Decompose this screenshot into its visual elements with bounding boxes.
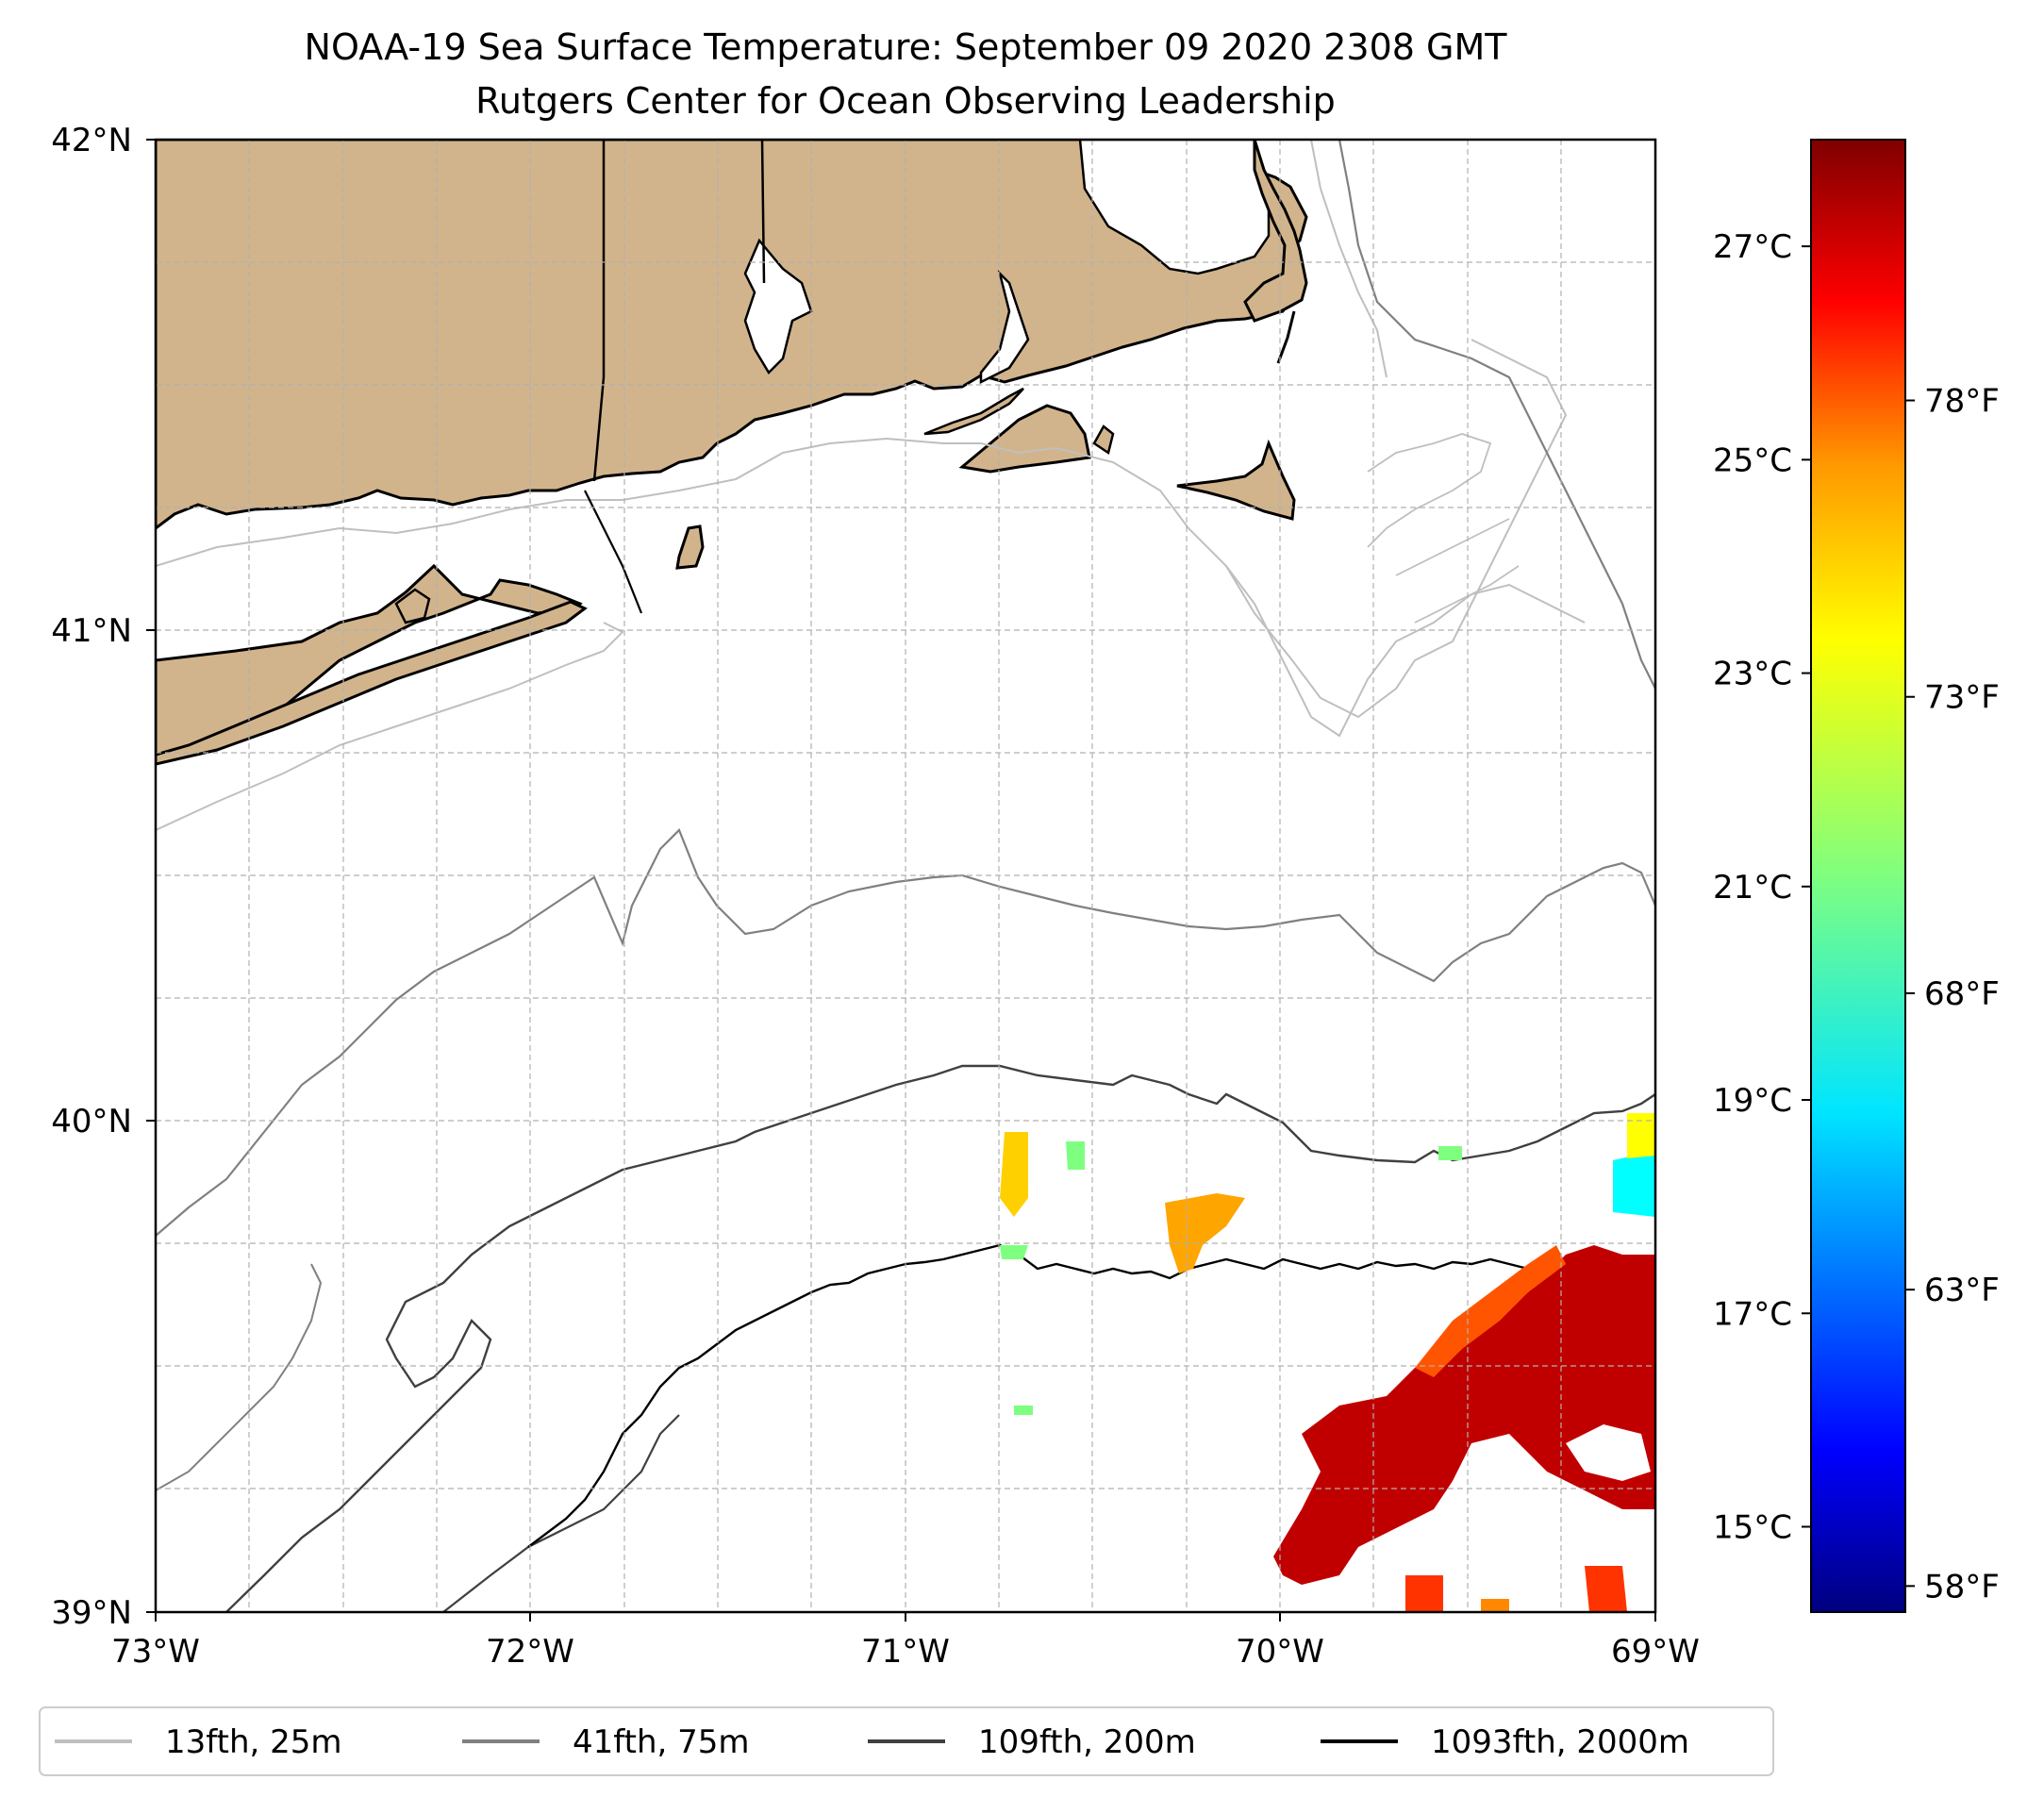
lon-label-73w: 73°W (111, 1633, 200, 1671)
lat-label-40n: 40°N (51, 1103, 132, 1140)
map-title-line1: NOAA-19 Sea Surface Temperature: Septemb… (305, 26, 1508, 68)
lon-label-70w: 70°W (1236, 1633, 1324, 1671)
colorbar-celsius-label: 23°C (1713, 656, 1792, 693)
sst-patch-bottom-a (1405, 1575, 1443, 1612)
sst-patch-hole (1566, 1424, 1651, 1481)
contour-25m (156, 437, 1586, 738)
colorbar-fahrenheit-label: 78°F (1924, 383, 2000, 421)
chappaquiddick (1092, 424, 1115, 456)
colorbar-celsius-label: 19°C (1713, 1082, 1792, 1120)
sst-patch-mid-a (1165, 1193, 1245, 1273)
contour-75m (1338, 140, 1655, 690)
lon-label-72w: 72°W (486, 1633, 574, 1671)
sst-patch-yellow-east (1627, 1113, 1655, 1158)
longitude-labels: 73°W 72°W 71°W 70°W 69°W (111, 1633, 1700, 1671)
legend-label-25m: 13fth, 25m (165, 1723, 342, 1761)
sst-patch-warm-main (1273, 1245, 1655, 1585)
buzzards-bay (979, 269, 1030, 385)
colorbar-celsius-label: 21°C (1713, 869, 1792, 907)
contour-25m-nantucket-shoals (1367, 433, 1520, 624)
colorbar-fahrenheit-label: 68°F (1924, 975, 2000, 1013)
colorbar-fahrenheit-label: 63°F (1924, 1272, 2000, 1309)
contour-200m-sw (442, 1414, 680, 1612)
nantucket (1176, 439, 1296, 521)
colorbar-fahrenheit-ticks: 78°F 73°F 68°F 63°F 58°F (1905, 383, 2000, 1606)
lat-label-39n: 39°N (51, 1594, 132, 1632)
legend-label-75m: 41fth, 75m (573, 1723, 750, 1761)
sst-data (1000, 1113, 1655, 1612)
block-island (675, 524, 705, 570)
contour-2000m (527, 1243, 1655, 1548)
sst-patch-green-b (1066, 1141, 1085, 1170)
contour-200m (225, 1064, 1655, 1612)
contour-25m-east (1310, 140, 1388, 378)
map-title-line2: Rutgers Center for Ocean Observing Leade… (475, 80, 1336, 122)
colorbar-celsius-ticks: 27°C 25°C 23°C 21°C 19°C 17°C 15°C (1713, 228, 1811, 1547)
cape-cod-outer (1243, 140, 1308, 323)
sst-patch-small-green (1014, 1406, 1033, 1415)
lon-label-71w: 71°W (861, 1633, 950, 1671)
legend-label-200m: 109fth, 200m (978, 1723, 1196, 1761)
state-border-ct-ri (592, 140, 606, 482)
lat-label-42n: 42°N (51, 122, 132, 159)
narragansett-bay (743, 238, 813, 375)
lon-label-69w: 69°W (1611, 1633, 1700, 1671)
long-island-south-fork (156, 600, 588, 766)
latitude-labels: 42°N 41°N 40°N 39°N (51, 122, 132, 1632)
colorbar-celsius-label: 15°C (1713, 1509, 1792, 1547)
contour-75m-south (156, 828, 1655, 1237)
marthas-vineyard (958, 404, 1091, 474)
contour-25m-li (156, 622, 624, 831)
state-line-ny-ct (584, 490, 643, 614)
lat-label-41n: 41°N (51, 612, 132, 650)
monomoy (1276, 310, 1296, 364)
contour-legend: 13fth, 25m 41fth, 75m 109fth, 200m 1093f… (39, 1706, 1774, 1776)
sst-patch-mid-b (1000, 1132, 1028, 1217)
sst-patch-green-a (1000, 1245, 1028, 1259)
sst-patch-green-east (1438, 1146, 1462, 1160)
state-border-ri-ma (760, 140, 766, 284)
sst-patch-cyan-east (1613, 1151, 1655, 1217)
contour-75m-sw (156, 1263, 323, 1491)
shelter-island (394, 588, 431, 624)
colorbar-fahrenheit-label: 58°F (1924, 1568, 2000, 1606)
colorbar-fahrenheit-label: 73°F (1924, 679, 2000, 717)
colorbar-celsius-label: 27°C (1713, 228, 1792, 266)
sst-patch-bottom-b (1585, 1566, 1627, 1612)
colorbar (1810, 139, 1906, 1613)
map-axis-ticks (146, 139, 1656, 1622)
elizabeth-islands (923, 387, 1024, 436)
map-panel (156, 140, 1655, 1612)
colorbar-celsius-label: 25°C (1713, 441, 1792, 479)
colorbar-celsius-label: 17°C (1713, 1295, 1792, 1333)
sst-patch-bottom-c (1481, 1599, 1509, 1612)
sst-patch-warm-orange (1415, 1245, 1566, 1377)
graticule (156, 140, 1655, 1612)
contour-25m-shoals (1225, 339, 1568, 719)
legend-label-2000m: 1093fth, 2000m (1431, 1723, 1689, 1761)
